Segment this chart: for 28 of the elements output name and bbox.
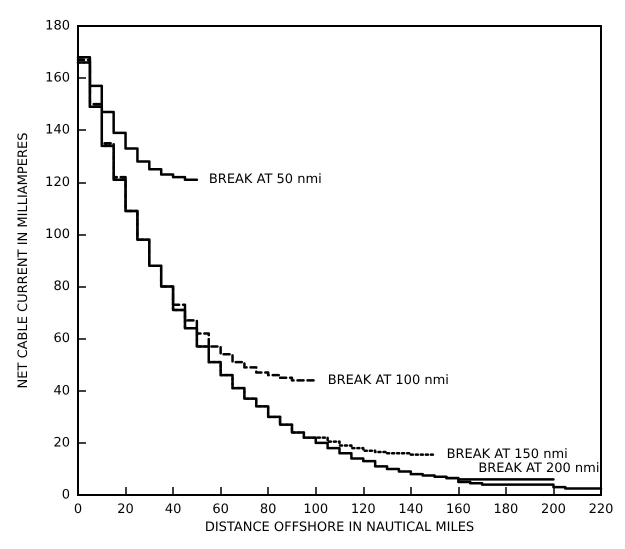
y-axis-title: NET CABLE CURRENT IN MILLIAMPERES [16, 132, 31, 388]
x-tick-label: 200 [541, 502, 566, 517]
x-tick-label: 20 [117, 502, 134, 517]
y-tick-label: 100 [45, 226, 70, 242]
y-tick-label: 140 [45, 122, 70, 138]
y-tick-label: 160 [45, 70, 70, 86]
y-tick-label: 120 [45, 174, 70, 190]
x-tick-label: 80 [260, 502, 276, 517]
x-tick-label: 100 [303, 502, 328, 517]
x-tick-label: 220 [588, 502, 614, 517]
series-label: BREAK AT 100 nmi [328, 372, 449, 388]
x-tick-label: 0 [74, 502, 82, 517]
series-label: BREAK AT 50 nmi [208, 172, 322, 188]
x-tick-label: 40 [164, 502, 182, 517]
y-tick-label: 40 [53, 383, 70, 398]
x-tick-label: 140 [398, 502, 424, 517]
series-label: BREAK AT 200 nmi [478, 460, 600, 476]
y-tick-label: 20 [53, 435, 70, 450]
x-tick-label: 120 [350, 502, 376, 517]
y-tick-label: 0 [62, 488, 70, 502]
y-tick-label: 60 [53, 331, 70, 346]
y-tick-label: 80 [53, 279, 70, 294]
series-label: BREAK AT 150 nmi [446, 447, 568, 462]
y-tick-label: 180 [45, 18, 70, 34]
x-tick-label: 180 [493, 502, 518, 517]
x-axis-title: DISTANCE OFFSHORE IN NAUTICAL MILES [204, 520, 474, 535]
x-tick-label: 60 [212, 502, 229, 517]
x-tick-label: 160 [446, 502, 471, 517]
